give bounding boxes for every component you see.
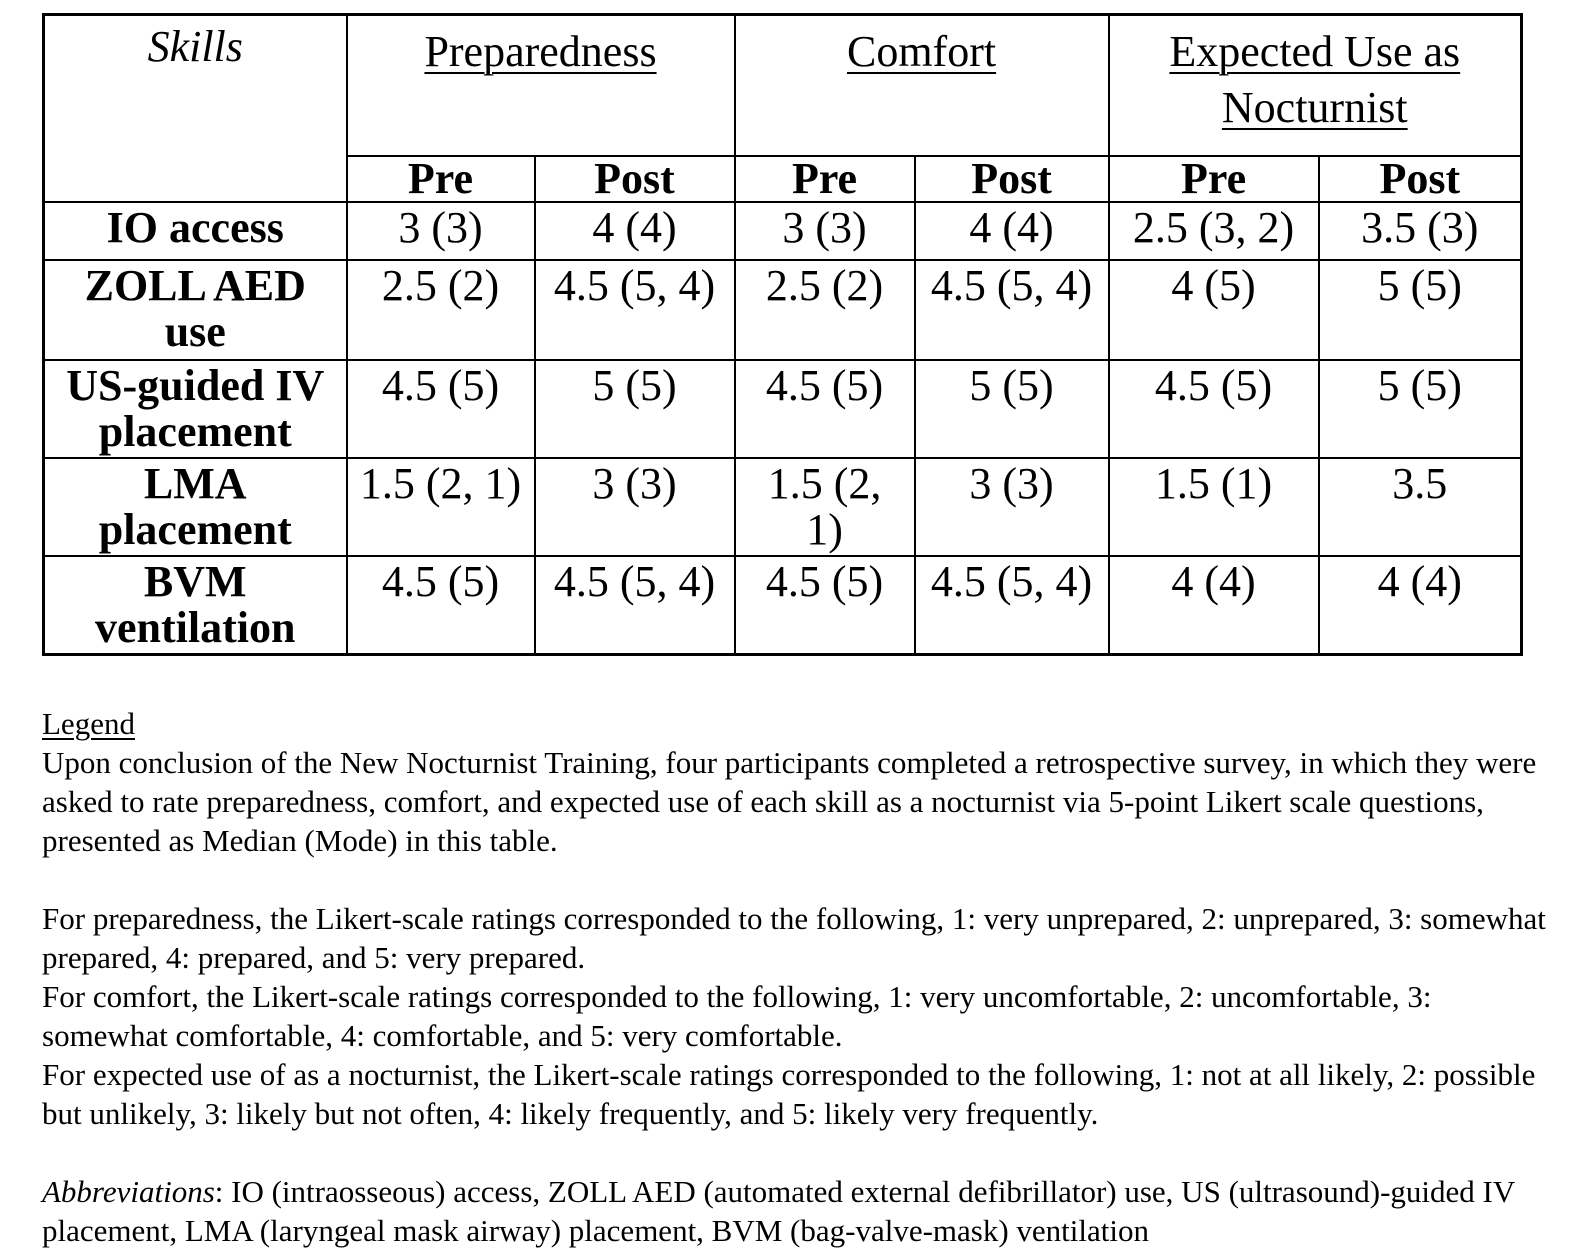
group-header-comfort: Comfort [733, 13, 1110, 157]
value-cell: 3.5 (3) [1317, 200, 1523, 261]
table-row-io-access: IO access 3 (3) 4 (4) 3 (3) 4 (4) 2.5 (3… [42, 200, 1523, 261]
legend-heading-text: Legend [42, 705, 135, 741]
skills-survey-table: Skills Preparedness Comfort Expected Use… [42, 13, 1524, 656]
value-cell: 4.5 (5, 4) [533, 258, 736, 361]
value-cell: 4 (4) [1107, 554, 1320, 655]
value-cell: 2.5 (2) [733, 258, 916, 361]
skills-column-header: Skills [42, 13, 348, 203]
value-cell: 4.5 (5) [733, 554, 916, 655]
value-cell: 5 (5) [1317, 358, 1523, 459]
value-cell: 4 (5) [1107, 258, 1320, 361]
group-header-preparedness: Preparedness [345, 13, 736, 157]
group-header-comfort-label: Comfort [846, 27, 997, 76]
table-row-zoll-aed-use: ZOLL AED use 2.5 (2) 4.5 (5, 4) 2.5 (2) … [42, 258, 1523, 361]
group-header-expected-use: Expected Use as Nocturnist [1107, 13, 1523, 157]
subheader-preparedness-post: Post [533, 154, 736, 203]
value-cell: 4.5 (5, 4) [913, 554, 1110, 655]
legend-abbreviations: Abbreviations: IO (intraosseous) access,… [42, 1172, 1554, 1250]
value-cell: 3 (3) [733, 200, 916, 261]
value-cell: 2.5 (3, 2) [1107, 200, 1320, 261]
value-cell: 1.5 (2, 1) [345, 456, 536, 557]
value-cell: 3.5 [1317, 456, 1523, 557]
value-cell: 4 (4) [533, 200, 736, 261]
skill-label: BVM ventilation [42, 554, 348, 655]
value-cell: 1.5 (2, 1) [733, 456, 916, 557]
abbreviations-label: Abbreviations [42, 1173, 215, 1209]
value-cell: 3 (3) [345, 200, 536, 261]
group-header-expected-use-label: Expected Use as Nocturnist [1169, 27, 1461, 132]
table-group-header-row: Skills Preparedness Comfort Expected Use… [42, 13, 1523, 203]
abbreviations-text: : IO (intraosseous) access, ZOLL AED (au… [42, 1173, 1515, 1248]
value-cell: 4.5 (5) [345, 358, 536, 459]
subheader-preparedness-pre: Pre [345, 154, 536, 203]
value-cell: 5 (5) [533, 358, 736, 459]
value-cell: 3 (3) [913, 456, 1110, 557]
skill-label: IO access [42, 200, 348, 261]
table-row-lma-placement: LMA placement 1.5 (2, 1) 3 (3) 1.5 (2, 1… [42, 456, 1523, 557]
value-cell: 3 (3) [533, 456, 736, 557]
value-cell: 4 (4) [913, 200, 1110, 261]
figure-legend: Legend Upon conclusion of the New Noctur… [42, 704, 1554, 1250]
value-cell: 4.5 (5) [733, 358, 916, 459]
value-cell: 1.5 (1) [1107, 456, 1320, 557]
value-cell: 5 (5) [913, 358, 1110, 459]
skill-label: ZOLL AED use [42, 258, 348, 361]
value-cell: 2.5 (2) [345, 258, 536, 361]
value-cell: 4.5 (5) [345, 554, 536, 655]
group-header-preparedness-label: Preparedness [424, 27, 657, 76]
value-cell: 4 (4) [1317, 554, 1523, 655]
table-row-bvm-ventilation: BVM ventilation 4.5 (5) 4.5 (5, 4) 4.5 (… [42, 554, 1523, 655]
legend-line-expected-use: For expected use of as a nocturnist, the… [42, 1056, 1536, 1131]
subheader-comfort-pre: Pre [733, 154, 916, 203]
table-subheader-row: Pre Post Pre Post Pre Post [44, 154, 1523, 203]
legend-line-preparedness: For preparedness, the Likert-scale ratin… [42, 900, 1546, 975]
value-cell: 4.5 (5, 4) [533, 554, 736, 655]
value-cell: 4.5 (5) [1107, 358, 1320, 459]
skill-label: LMA placement [42, 456, 348, 557]
legend-line-comfort: For comfort, the Likert-scale ratings co… [42, 978, 1432, 1053]
value-cell: 5 (5) [1317, 258, 1523, 361]
subheader-expected-pre: Pre [1107, 154, 1320, 203]
table-row-us-guided-iv-placement: US-guided IV placement 4.5 (5) 5 (5) 4.5… [42, 358, 1523, 459]
legend-heading: Legend [42, 704, 1554, 743]
legend-likert-definitions: For preparedness, the Likert-scale ratin… [42, 899, 1554, 1133]
subheader-comfort-post: Post [913, 154, 1110, 203]
skill-label: US-guided IV placement [42, 358, 348, 459]
subheader-expected-post: Post [1317, 154, 1523, 203]
legend-paragraph-summary: Upon conclusion of the New Nocturnist Tr… [42, 744, 1537, 858]
value-cell: 4.5 (5, 4) [913, 258, 1110, 361]
